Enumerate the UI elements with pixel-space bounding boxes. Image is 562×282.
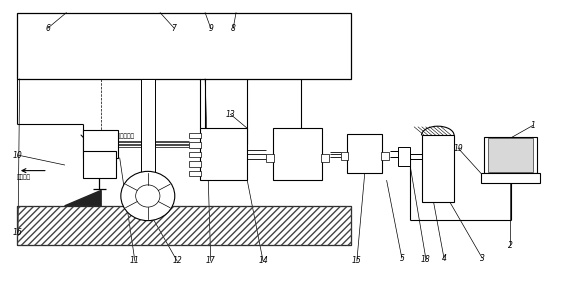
Bar	[189, 171, 201, 176]
Text: 14: 14	[258, 256, 268, 265]
Bar	[17, 13, 351, 79]
Ellipse shape	[135, 185, 160, 207]
Bar	[189, 142, 201, 148]
Bar	[481, 173, 540, 183]
Text: 铣削方向: 铣削方向	[17, 174, 31, 180]
Bar	[189, 161, 201, 167]
Bar	[17, 206, 351, 245]
Text: 17: 17	[206, 256, 216, 265]
Text: 铣刀旋转方向: 铣刀旋转方向	[114, 133, 134, 139]
Text: 6: 6	[46, 24, 50, 33]
Ellipse shape	[121, 171, 175, 221]
Bar	[189, 152, 201, 157]
Bar	[347, 134, 382, 173]
Text: 15: 15	[352, 256, 362, 265]
Bar	[484, 137, 537, 173]
Text: 7: 7	[172, 24, 176, 33]
Bar	[140, 79, 155, 184]
Bar	[83, 151, 116, 178]
Polygon shape	[65, 190, 101, 206]
Bar	[422, 135, 454, 202]
Bar	[341, 152, 348, 160]
Text: 8: 8	[231, 24, 235, 33]
Bar	[200, 128, 247, 180]
Bar	[17, 206, 351, 245]
Bar	[266, 154, 274, 162]
Text: 10: 10	[13, 151, 23, 160]
Text: 9: 9	[209, 24, 213, 33]
Bar	[273, 128, 322, 180]
Text: 13: 13	[225, 110, 235, 119]
Text: 3: 3	[480, 254, 484, 263]
Text: 11: 11	[130, 256, 140, 265]
Bar	[321, 154, 329, 162]
Bar	[189, 133, 201, 138]
Text: 1: 1	[531, 121, 535, 130]
Text: 5: 5	[400, 254, 404, 263]
Text: 4: 4	[442, 254, 446, 263]
Bar	[381, 152, 389, 160]
Text: 12: 12	[172, 256, 182, 265]
Bar	[83, 130, 118, 158]
Bar	[398, 147, 410, 166]
Text: 19: 19	[453, 144, 463, 153]
Text: 18: 18	[421, 255, 431, 264]
Text: 16: 16	[13, 228, 23, 237]
Text: 2: 2	[508, 241, 513, 250]
Bar	[488, 138, 533, 172]
